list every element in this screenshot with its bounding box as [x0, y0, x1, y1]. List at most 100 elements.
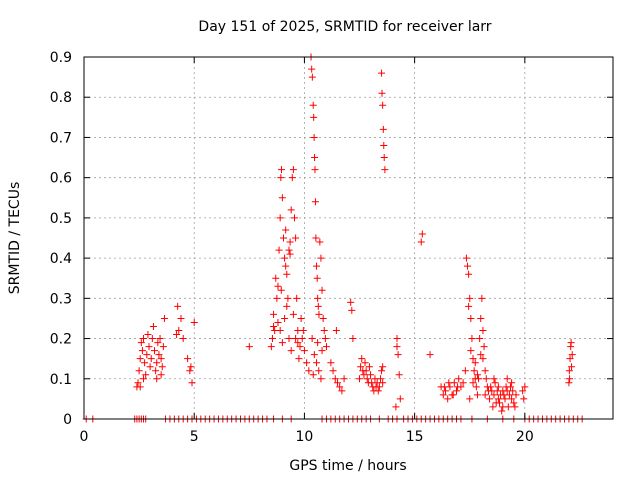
- data-point: [378, 367, 386, 375]
- data-point: [159, 343, 167, 351]
- data-point: [331, 375, 339, 383]
- data-point: [363, 375, 371, 383]
- y-tick-label: 0.4: [50, 251, 72, 267]
- data-point: [426, 351, 434, 359]
- data-point: [445, 379, 453, 387]
- data-point: [467, 314, 475, 322]
- data-point: [309, 101, 317, 109]
- data-point: [311, 198, 319, 206]
- data-point: [340, 375, 348, 383]
- data-point: [379, 101, 387, 109]
- data-point: [292, 234, 300, 242]
- data-point: [394, 351, 402, 359]
- data-point: [311, 166, 319, 174]
- data-point: [378, 89, 386, 97]
- data-point: [314, 294, 322, 302]
- data-point: [155, 351, 163, 359]
- data-point: [158, 363, 166, 371]
- x-tick-label: 0: [80, 429, 89, 445]
- data-point: [187, 363, 195, 371]
- data-point: [327, 359, 335, 367]
- data-point: [472, 383, 480, 391]
- data-point: [151, 347, 159, 355]
- data-point: [494, 395, 502, 403]
- data-point: [275, 246, 283, 254]
- data-point: [281, 254, 289, 262]
- data-point: [501, 395, 509, 403]
- data-point: [486, 395, 494, 403]
- data-point: [475, 375, 483, 383]
- data-point: [146, 363, 154, 371]
- data-point: [277, 286, 285, 294]
- data-point: [298, 335, 306, 343]
- data-point: [154, 339, 162, 347]
- data-point: [459, 379, 467, 387]
- data-point: [286, 250, 294, 258]
- data-point: [465, 270, 473, 278]
- data-point: [315, 367, 323, 375]
- data-point: [173, 331, 181, 339]
- y-tick-label: 0.6: [50, 171, 72, 187]
- data-point: [508, 379, 516, 387]
- data-point: [360, 371, 368, 379]
- data-point: [466, 294, 474, 302]
- data-point: [138, 347, 146, 355]
- data-point: [135, 367, 143, 375]
- data-point: [333, 379, 341, 387]
- data-point: [188, 379, 196, 387]
- data-point: [278, 194, 286, 202]
- data-point: [318, 286, 326, 294]
- data-point: [147, 355, 155, 363]
- data-point: [245, 343, 253, 351]
- data-point: [279, 234, 287, 242]
- data-point: [314, 339, 322, 347]
- data-point: [503, 375, 511, 383]
- data-point: [320, 327, 328, 335]
- data-point: [294, 339, 302, 347]
- data-point: [283, 302, 291, 310]
- data-point: [367, 371, 375, 379]
- data-point: [489, 403, 497, 411]
- data-point: [380, 154, 388, 162]
- data-point: [295, 355, 303, 363]
- data-point: [568, 363, 576, 371]
- data-point: [466, 395, 474, 403]
- data-point: [286, 238, 294, 246]
- data-point: [509, 387, 517, 395]
- data-point: [504, 403, 512, 411]
- data-point: [153, 375, 161, 383]
- data-point: [270, 310, 278, 318]
- data-point: [490, 375, 498, 383]
- data-point: [274, 318, 282, 326]
- data-point: [453, 387, 461, 395]
- data-point: [499, 387, 507, 395]
- data-point: [508, 395, 516, 403]
- data-point: [313, 262, 321, 270]
- data-point: [136, 355, 144, 363]
- data-point: [175, 327, 183, 335]
- data-point: [149, 322, 157, 330]
- data-point: [305, 367, 313, 375]
- data-point: [288, 174, 296, 182]
- data-point: [310, 133, 318, 141]
- data-point: [393, 343, 401, 351]
- data-point: [348, 306, 356, 314]
- data-point: [498, 407, 506, 415]
- data-point: [186, 367, 194, 375]
- data-point: [512, 391, 520, 399]
- data-point: [292, 335, 300, 343]
- y-tick-label: 0: [63, 412, 72, 428]
- data-point: [274, 282, 282, 290]
- data-point: [467, 347, 475, 355]
- data-point: [310, 113, 318, 121]
- data-point: [143, 351, 151, 359]
- data-point: [449, 391, 457, 399]
- data-point: [375, 383, 383, 391]
- data-point: [310, 351, 318, 359]
- grid: [84, 57, 613, 419]
- data-point: [376, 375, 384, 383]
- data-point: [462, 254, 470, 262]
- data-point: [290, 214, 298, 222]
- data-point: [311, 154, 319, 162]
